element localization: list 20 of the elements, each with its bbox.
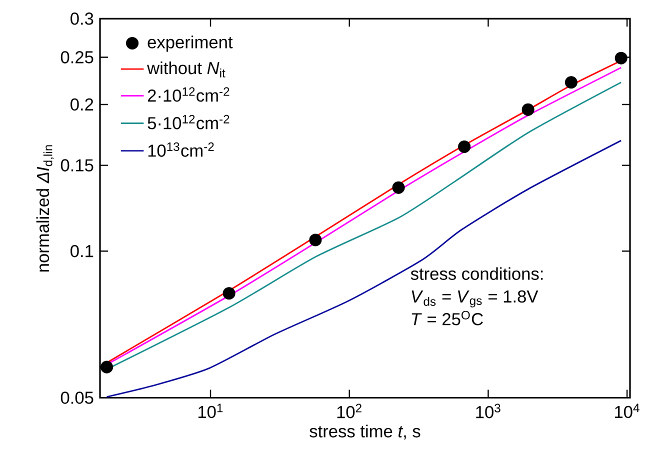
x-tick-label: 10$^{2}$ xyxy=(337,404,362,418)
x-tick-label: 10$^{4}$ xyxy=(615,404,640,418)
y-axis-title: normalized ΔI$_{d,lin}$ xyxy=(36,145,54,272)
y-tick-label: 0.2 xyxy=(70,98,94,111)
annotation: T = 25$^{O}$C xyxy=(412,310,483,326)
y-tick-label: 0.05 xyxy=(60,392,94,404)
y-tick-label: 0.15 xyxy=(60,159,94,172)
legend-label: 5·10$^{12}$cm$^{-2}$ xyxy=(148,114,230,130)
legend-label: experiment xyxy=(148,36,233,52)
y-tick-label: 0.25 xyxy=(60,51,94,64)
x-tick-label: 10$^{3}$ xyxy=(476,404,500,418)
legend-label: 2·10$^{12}$cm$^{-2}$ xyxy=(148,87,230,102)
annotation: V$_{ds}$ = V$_{gs}$ = 1.8V xyxy=(412,290,538,308)
x-tick-label: 10$^{1}$ xyxy=(198,404,223,418)
x-axis-title: stress time t, s xyxy=(310,424,420,440)
legend-label: 10$^{13}$cm$^{-2}$ xyxy=(148,142,214,157)
y-tick-label: 0.1 xyxy=(70,244,94,258)
annotation: stress conditions: xyxy=(410,267,543,280)
y-tick-label: 0.3 xyxy=(70,12,94,25)
legend-label: without N$_{it}$ xyxy=(147,61,226,78)
